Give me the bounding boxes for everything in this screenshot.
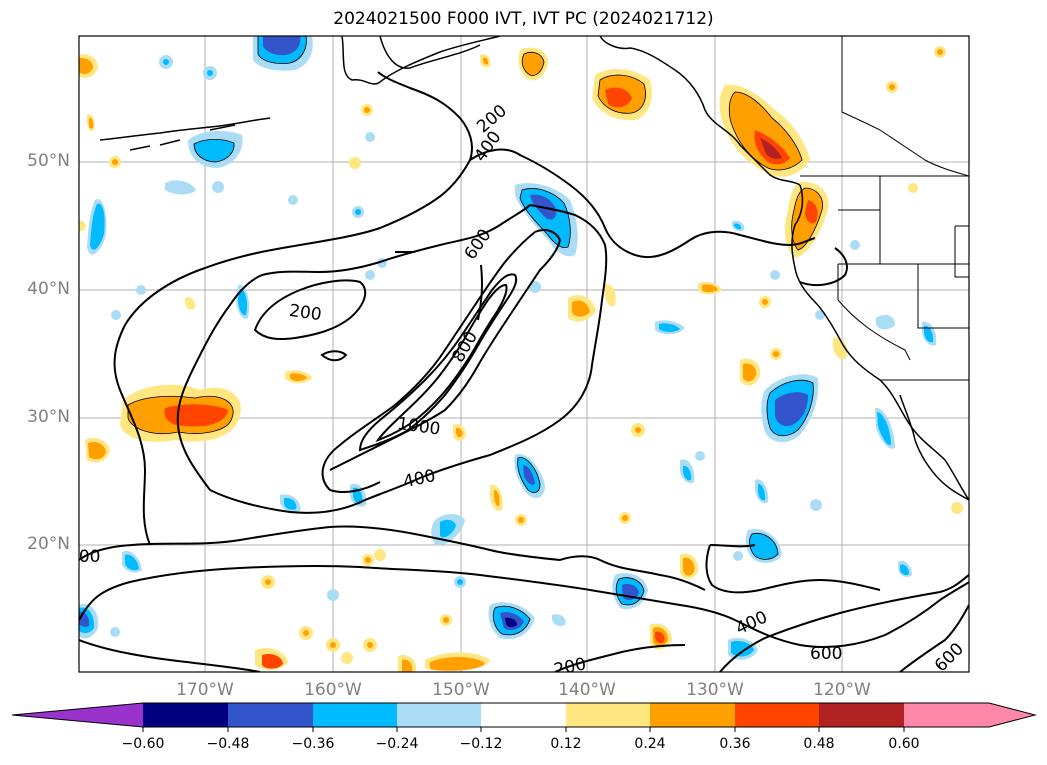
contour-label: 200 (552, 654, 588, 680)
colorbar-extend-min (12, 703, 143, 727)
contour-label: 400 (402, 466, 438, 492)
colorbar-bin (228, 703, 313, 727)
colorbar-bin (481, 703, 566, 727)
map-title: 2024021500 F000 IVT, IVT PC (2024021712) (333, 9, 714, 29)
lat-label: 20°N (27, 534, 70, 554)
lat-label: 50°N (27, 151, 70, 171)
colorbar-bin (819, 703, 904, 727)
coastlines (99, 36, 969, 501)
colorbar-tick-label: 0.60 (888, 736, 920, 752)
contour-label: 600 (810, 644, 842, 664)
colorbar-tick-label: 0.36 (719, 736, 751, 752)
colorbar-bin (904, 703, 989, 727)
colorbar-bin (397, 703, 481, 727)
colorbar-tick-label: −0.36 (291, 736, 335, 752)
colorbar-tick-label: 0.12 (550, 736, 582, 752)
lat-label: 30°N (27, 407, 70, 427)
lon-label: 120°W (813, 680, 871, 700)
colorbar-bin (313, 703, 397, 727)
lon-label: 150°W (432, 680, 490, 700)
political-borders (800, 36, 969, 381)
negative-anomaly-shading (79, 36, 937, 660)
colorbar-tick-label: −0.60 (121, 736, 165, 752)
colorbar (11, 702, 1037, 732)
lat-label: 40°N (27, 279, 70, 299)
colorbar-tick-label: 0.48 (803, 736, 835, 752)
colorbar-bin (566, 703, 650, 727)
lon-label: 170°W (176, 680, 234, 700)
anomaly-outlines (127, 36, 823, 636)
colorbar-bin (143, 703, 228, 727)
map-frame (78, 35, 970, 673)
ivt-core-contours (176, 204, 608, 514)
colorbar-tick-label: −0.12 (459, 736, 503, 752)
colorbar-extend-max (989, 703, 1035, 727)
colorbar-bin (650, 703, 735, 727)
colorbar-tick-label: −0.48 (206, 736, 250, 752)
contour-label: 400 (471, 128, 506, 166)
contour-label: 200 (68, 547, 100, 567)
lon-label: 140°W (558, 680, 616, 700)
colorbar-tick-label: 0.24 (634, 736, 666, 752)
ivt-contours (79, 71, 969, 672)
lon-label: 160°W (304, 680, 362, 700)
contour-label: 200 (288, 301, 323, 325)
colorbar-tick-label: −0.24 (375, 736, 419, 752)
map-plot-area: 200 400 600 800 1000 400 200 400 600 600… (68, 36, 969, 680)
lon-label: 130°W (686, 680, 744, 700)
colorbar-bin (735, 703, 819, 727)
positive-anomaly-shading (79, 46, 963, 672)
